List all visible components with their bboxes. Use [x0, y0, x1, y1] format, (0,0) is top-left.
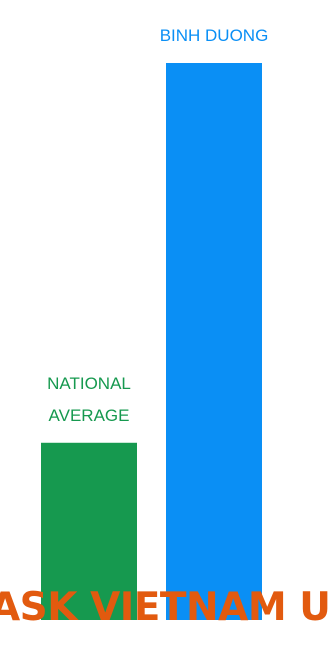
- bar-label-binh-duong-line-1: BINH DUONG: [160, 26, 269, 45]
- bar-label-national-average-line-1: NATIONAL: [47, 374, 131, 393]
- watermark-text: ASK VIETNAM U: [0, 586, 331, 630]
- bar-binh-duong: [166, 63, 262, 620]
- bar-national-average: [41, 442, 137, 620]
- bar-label-national-average-line-2: AVERAGE: [49, 406, 130, 425]
